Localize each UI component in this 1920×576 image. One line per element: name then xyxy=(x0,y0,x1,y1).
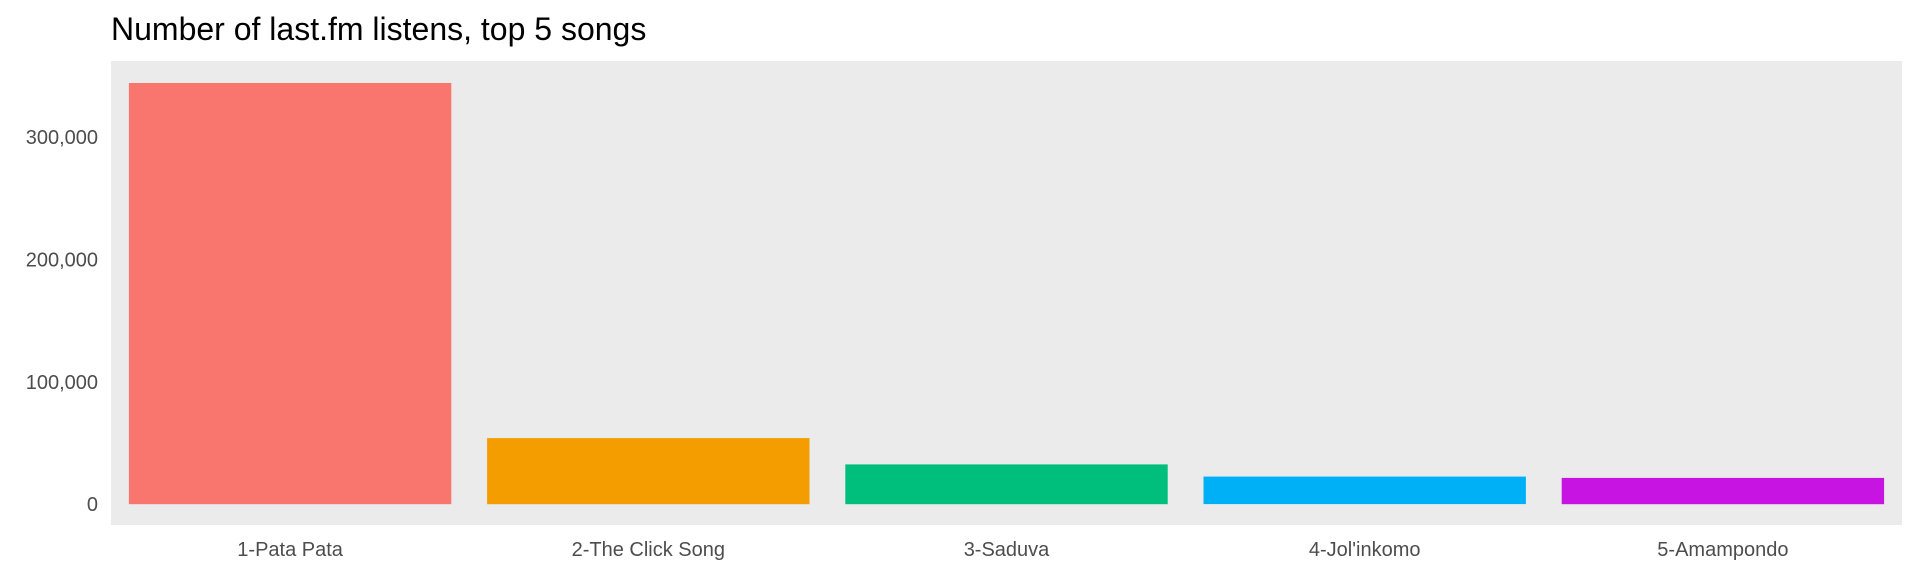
bar-3 xyxy=(845,464,1168,505)
bar-2 xyxy=(487,438,810,505)
y-tick-label: 200,000 xyxy=(26,249,98,271)
y-tick-label: 100,000 xyxy=(26,372,98,394)
bar-4 xyxy=(1203,476,1526,505)
x-axis-ticks: 1-Pata Pata 2-The Click Song 3-Saduva 4-Jol… xyxy=(237,539,1788,561)
bar-1 xyxy=(128,83,452,505)
y-tick-label: 300,000 xyxy=(26,127,98,149)
y-tick-label: 0 xyxy=(87,494,98,516)
bar-group xyxy=(128,83,1885,505)
x-tick-label: 2-The Click Song xyxy=(572,539,725,561)
y-axis-ticks: 0 100,000 200,000 300,000 xyxy=(26,127,98,516)
x-tick-label: 5-Amampondo xyxy=(1657,539,1788,561)
x-tick-label: 4-Jol'inkomo xyxy=(1309,539,1421,561)
x-tick-label: 3-Saduva xyxy=(964,539,1050,561)
x-tick-label: 1-Pata Pata xyxy=(237,539,344,561)
chart-title: Number of last.fm listens, top 5 songs xyxy=(111,11,646,47)
bar-5 xyxy=(1561,477,1885,505)
